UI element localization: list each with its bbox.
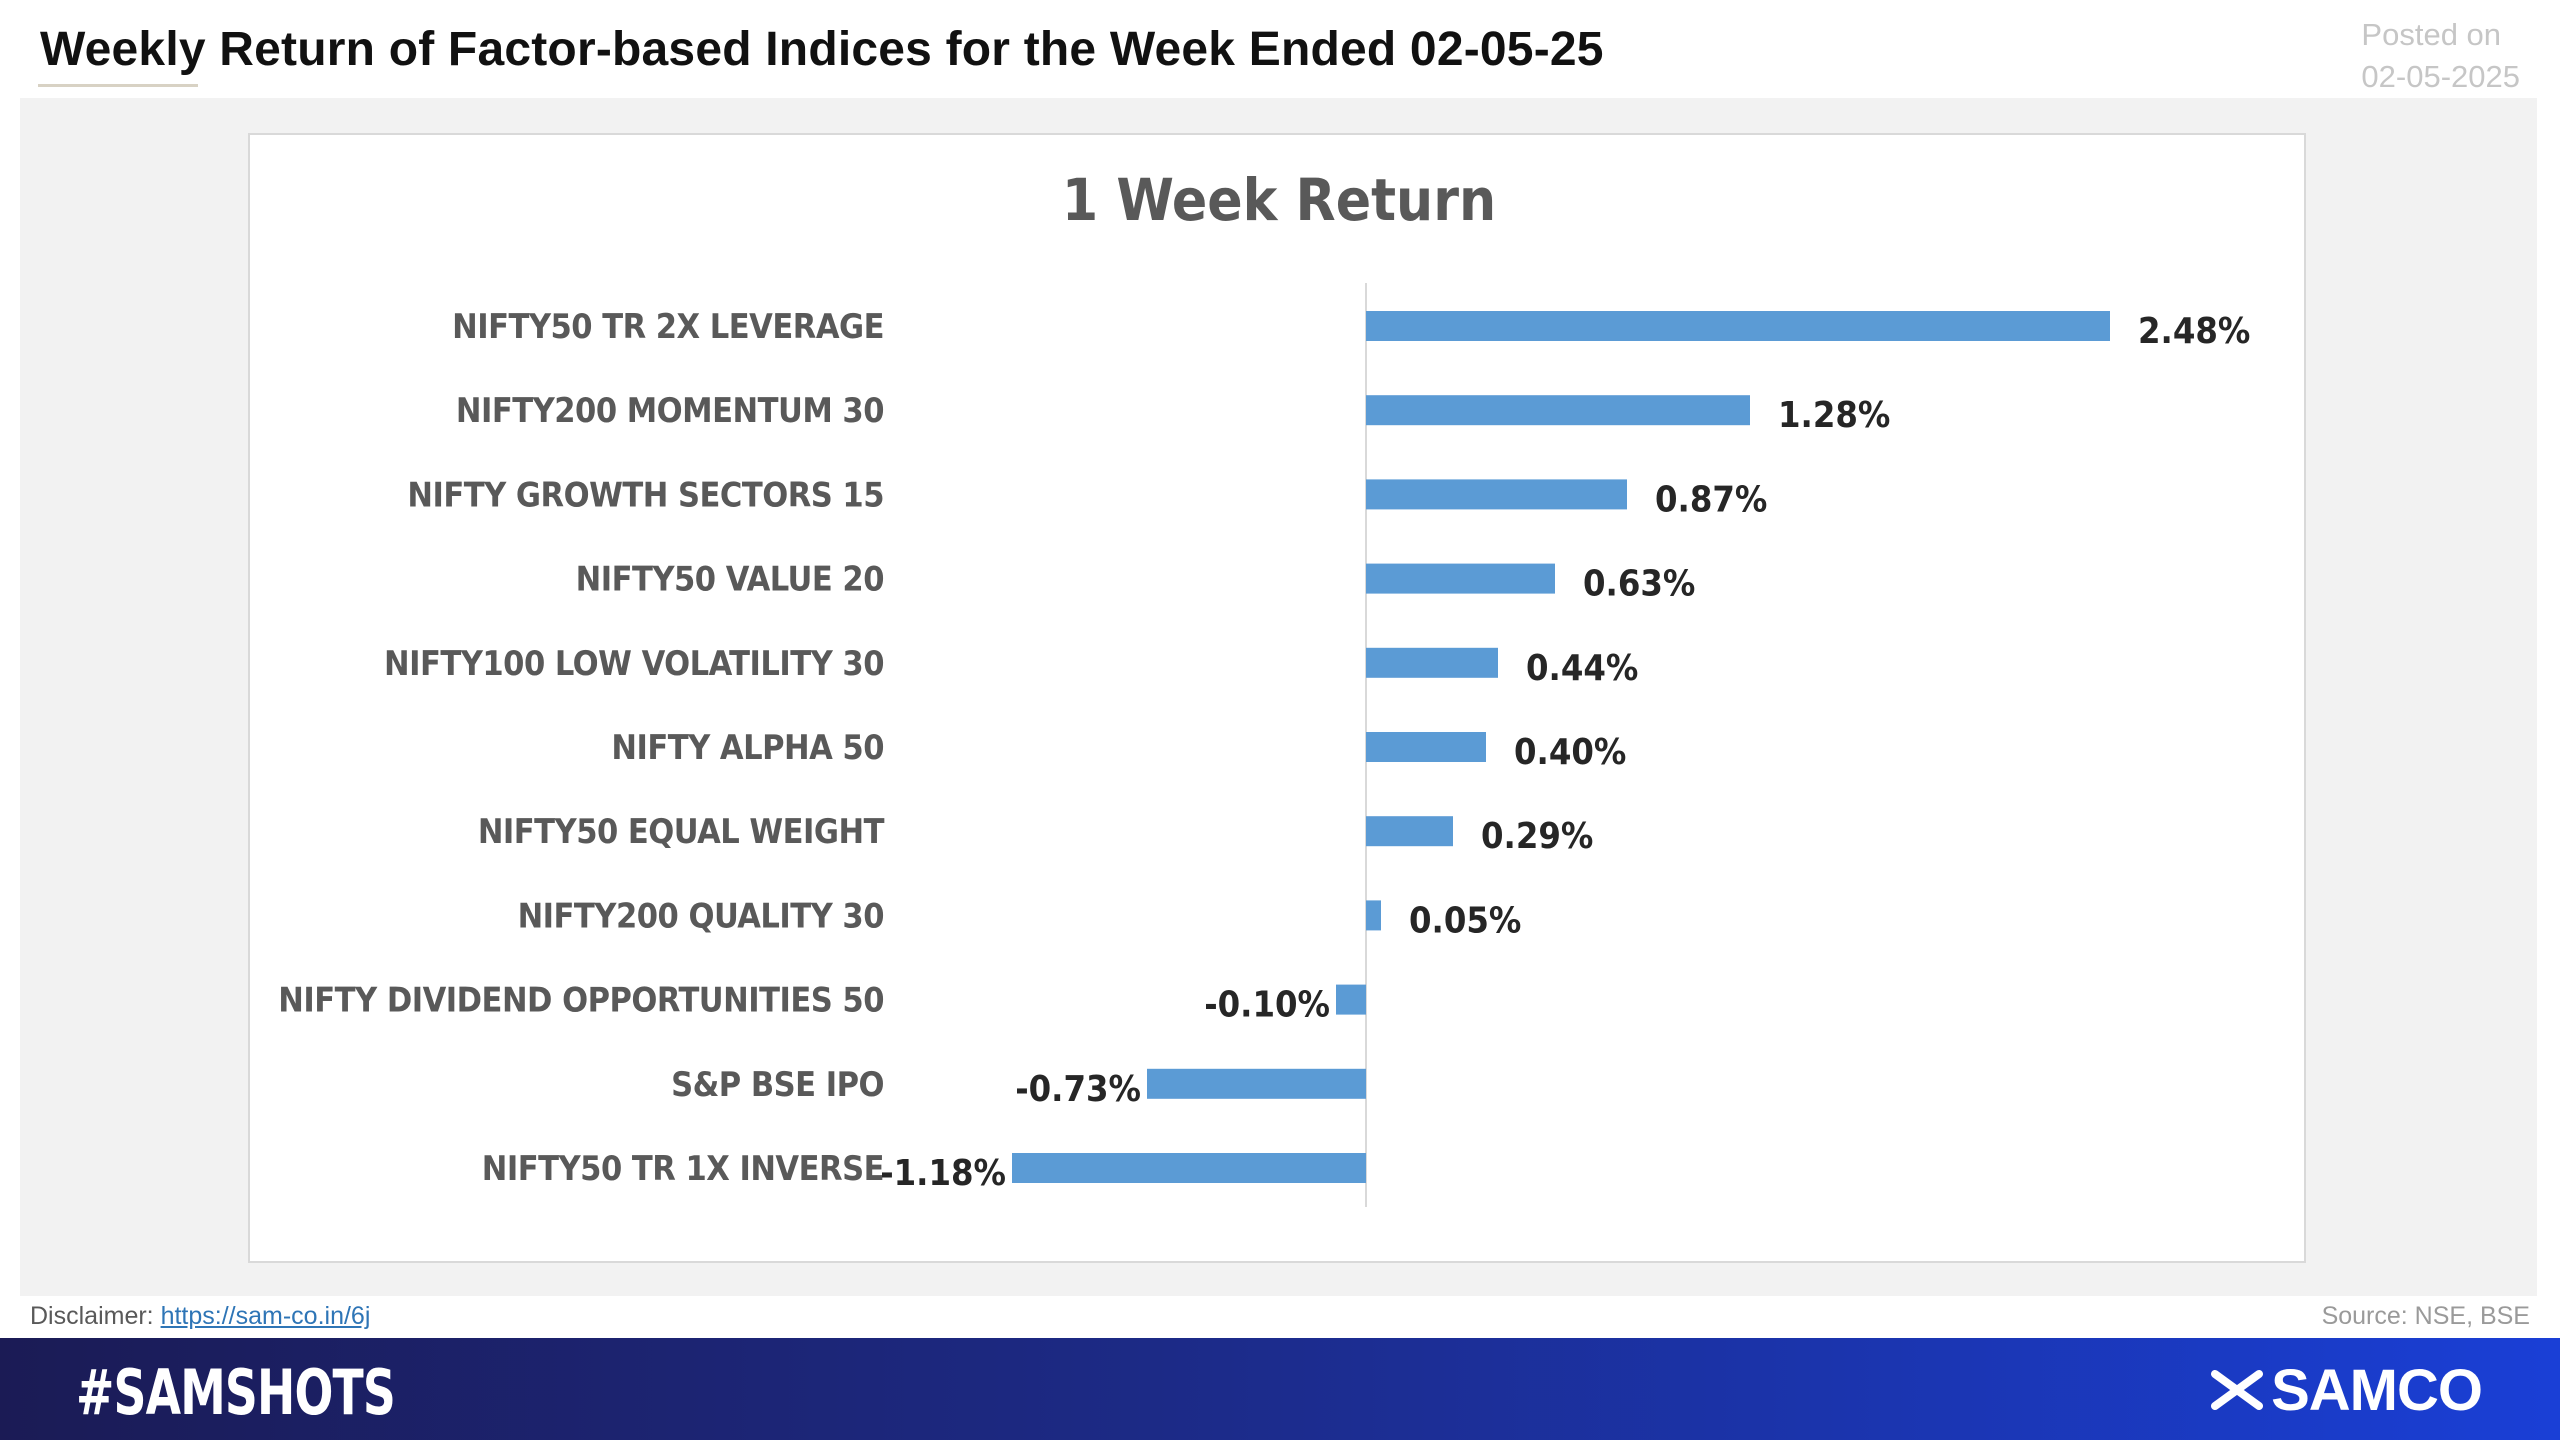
disclaimer-link[interactable]: https://sam-co.in/6j (160, 1302, 371, 1330)
bar (1366, 311, 2110, 341)
data-label: 2.48% (2138, 311, 2250, 352)
data-label: 0.44% (1526, 648, 1638, 689)
category-label: NIFTY50 VALUE 20 (576, 560, 884, 600)
chart-area: 1 Week Return NIFTY50 TR 2X LEVERAGE 2.48%… (248, 133, 2306, 1263)
brand-name: SAMCO (2271, 1357, 2483, 1423)
data-label: 0.40% (1514, 732, 1626, 773)
brand-logo: SAMCO (2211, 1358, 2483, 1423)
hashtag: #SAMSHOTS (76, 1356, 396, 1429)
category-label: NIFTY DIVIDEND OPPORTUNITIES 50 (278, 981, 884, 1021)
data-label: 0.05% (1409, 900, 1521, 941)
bar-chart: 1 Week Return NIFTY50 TR 2X LEVERAGE 2.48%… (278, 166, 2250, 1207)
category-label: NIFTY200 QUALITY 30 (518, 896, 884, 936)
category-label: NIFTY100 LOW VOLATILITY 30 (384, 644, 884, 684)
page-title: Weekly Return of Factor-based Indices fo… (40, 23, 1604, 76)
data-label: 1.28% (1778, 395, 1890, 436)
bar (1366, 395, 1750, 426)
title-underline (38, 84, 198, 87)
disclaimer: Disclaimer: https://sam-co.in/6j (30, 1302, 370, 1331)
data-label: -0.73% (1015, 1069, 1141, 1110)
bar (1366, 732, 1486, 762)
posted-label: Posted on (2361, 17, 2502, 52)
samco-logo-icon (2211, 1370, 2264, 1410)
bar (1366, 647, 1498, 678)
bar (1366, 479, 1627, 510)
bar (1336, 984, 1366, 1015)
bar (1366, 900, 1381, 931)
footer-bar: #SAMSHOTS SAMCO (0, 1338, 2560, 1440)
bar (1147, 1068, 1366, 1099)
data-label: -1.18% (880, 1153, 1006, 1194)
data-label: -0.10% (1204, 985, 1330, 1026)
data-label: 0.63% (1583, 564, 1695, 605)
bar (1012, 1153, 1366, 1183)
data-label: 0.29% (1481, 816, 1593, 857)
data-label: 0.87% (1655, 479, 1767, 520)
source-note: Source: NSE, BSE (2321, 1302, 2530, 1330)
disclaimer-label: Disclaimer: (30, 1302, 154, 1330)
category-label: NIFTY GROWTH SECTORS 15 (407, 475, 884, 515)
bar (1366, 816, 1453, 847)
chart-title: 1 Week Return (1062, 166, 1496, 234)
bar (1366, 563, 1555, 594)
category-label: NIFTY ALPHA 50 (611, 728, 884, 768)
category-label: NIFTY50 TR 2X LEVERAGE (452, 307, 884, 347)
posted-info: Posted on 02-05-2025 (2361, 14, 2520, 98)
category-label: S&P BSE IPO (671, 1065, 884, 1105)
category-label: NIFTY200 MOMENTUM 30 (456, 391, 884, 431)
category-label: NIFTY50 TR 1X INVERSE (482, 1149, 884, 1189)
category-label: NIFTY50 EQUAL WEIGHT (478, 812, 885, 852)
posted-date: 02-05-2025 (2361, 58, 2520, 94)
